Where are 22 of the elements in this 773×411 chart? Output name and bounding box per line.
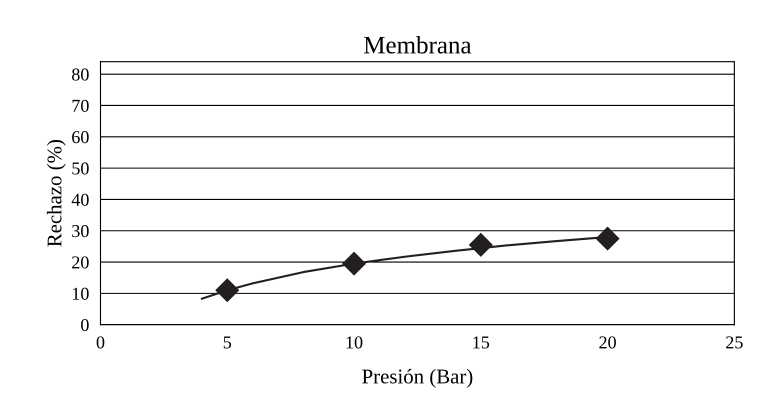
x-tick-label: 0	[96, 336, 104, 349]
y-tick-label: 70	[72, 100, 89, 112]
y-tick-label: 20	[72, 256, 89, 269]
x-tick-label: 25	[726, 336, 743, 349]
y-tick-label: 50	[72, 162, 89, 175]
y-tick-label: 0	[81, 318, 89, 332]
y-tick-label: 10	[72, 288, 89, 300]
point	[215, 278, 240, 302]
y-tick-label: 80	[72, 68, 89, 81]
x-tick-label: 15	[473, 336, 490, 349]
y-tick-label: 30	[72, 225, 89, 238]
point	[468, 232, 493, 257]
y-axis-title: Rechazo (%)	[46, 140, 66, 247]
y-tick-label: 60	[72, 131, 89, 144]
chart-title: Membrana	[364, 36, 472, 54]
x-tick-label: 10	[346, 336, 362, 349]
point	[596, 226, 620, 251]
x-tick-label: 5	[224, 336, 232, 349]
x-tick-label: 20	[599, 336, 616, 349]
x-axis-title: Presión (Bar)	[362, 368, 472, 388]
y-tick-label: 40	[72, 194, 89, 206]
point	[342, 252, 366, 276]
